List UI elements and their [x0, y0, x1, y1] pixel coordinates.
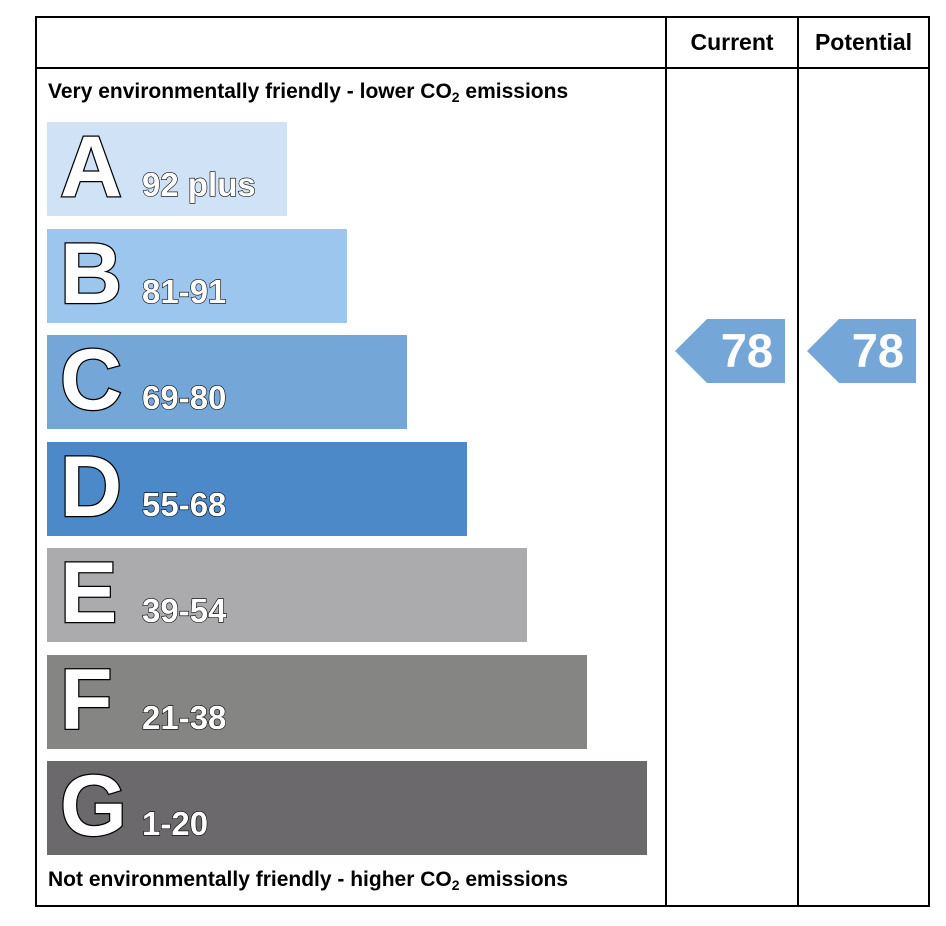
- band-letter-b: B: [59, 226, 124, 323]
- current-rating-value: 78: [720, 324, 773, 377]
- band-letter-g: G: [59, 758, 128, 855]
- current-rating-marker: 78: [675, 319, 785, 383]
- band-letter-d: D: [59, 439, 124, 536]
- band-d: D 55-68: [47, 439, 467, 536]
- band-range-f: 21-38: [141, 698, 227, 736]
- potential-column-header: Potential: [814, 29, 913, 55]
- band-f: F 21-38: [47, 652, 587, 749]
- band-letter-f: F: [59, 652, 114, 749]
- band-range-b: 81-91: [141, 272, 227, 310]
- band-a: A 92 plus: [47, 119, 287, 216]
- band-range-g: 1-20: [141, 804, 209, 842]
- potential-marker-arrow: [807, 319, 916, 383]
- band-letter-c: C: [59, 332, 124, 429]
- potential-rating-marker: 78: [807, 319, 916, 383]
- rating-table-frame: [35, 16, 930, 907]
- potential-rating-value: 78: [851, 324, 904, 377]
- band-range-a: 92 plus: [141, 165, 256, 203]
- top-caption: Very environmentally friendly - lower CO…: [48, 80, 569, 105]
- current-column-header: Current: [690, 29, 774, 55]
- band-range-c: 69-80: [141, 378, 227, 416]
- band-e: E 39-54: [47, 545, 527, 642]
- band-b: B 81-91: [47, 226, 347, 323]
- band-range-d: 55-68: [141, 485, 227, 523]
- column-divider-potential: [797, 16, 799, 907]
- band-range-e: 39-54: [141, 591, 227, 629]
- header-divider: [35, 67, 930, 69]
- bottom-caption: Not environmentally friendly - higher CO…: [48, 868, 569, 893]
- band-letter-a: A: [59, 119, 124, 216]
- current-marker-arrow: [675, 319, 785, 383]
- column-divider-current: [665, 16, 667, 907]
- band-g: G 1-20: [47, 758, 647, 855]
- band-letter-e: E: [59, 545, 119, 642]
- band-c: C 69-80: [47, 332, 407, 429]
